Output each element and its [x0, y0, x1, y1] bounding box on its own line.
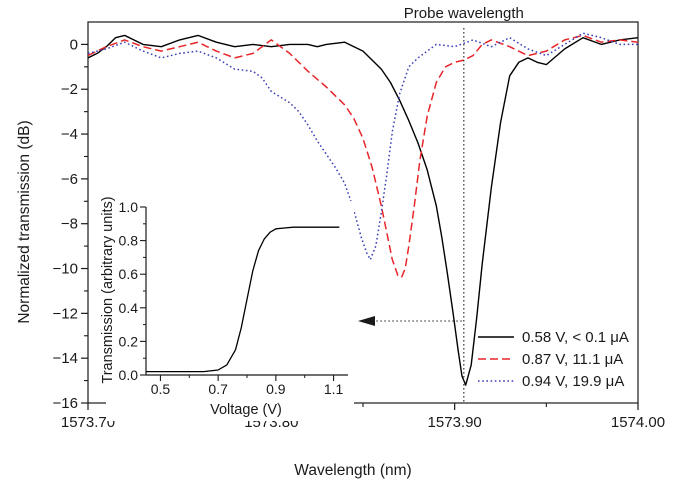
- y-tick-label: −10: [53, 261, 78, 278]
- main-series-lines: [87, 32, 639, 386]
- series-line-1: [87, 34, 639, 386]
- legend-entry-2: 0.87 V, 11.1 μA: [522, 351, 623, 368]
- inset-x-tick-label: 0.9: [266, 381, 286, 397]
- y-tick-label: 0: [70, 36, 78, 53]
- y-tick-label: −12: [53, 305, 78, 322]
- probe-arrow-head: [358, 316, 375, 326]
- inset-y-tick-label: 1.0: [119, 199, 139, 215]
- inset-y-tick-label: 0.8: [119, 233, 139, 249]
- main-axis-ticks: [81, 43, 639, 410]
- inset-y-tick-label: 0.6: [119, 266, 139, 282]
- y-tick-label: −4: [61, 126, 78, 143]
- inset-tick-labels: 0.5 0.7 0.9 1.1 0.0 0.2 0.4 0.6 0.8 1.0: [119, 199, 344, 397]
- y-tick-label: −16: [53, 395, 78, 412]
- y-tick-label: −14: [53, 350, 78, 367]
- inset-plot-frame: [106, 201, 354, 421]
- y-tick-label: −8: [61, 216, 78, 233]
- inset-x-tick-label: 0.7: [208, 381, 228, 397]
- inset-y-tick-label: 0.4: [119, 300, 139, 316]
- inset-x-tick-label: 1.1: [324, 381, 344, 397]
- inset-x-tick-label: 0.5: [151, 381, 171, 397]
- legend-entry-3: 0.94 V, 19.9 μA: [522, 373, 624, 390]
- inset-y-axis-label: Transmission (arbitrary units): [100, 196, 116, 383]
- x-axis-label: Wavelength (nm): [294, 462, 411, 479]
- legend: 0.58 V, < 0.1 μA 0.87 V, 11.1 μA 0.94 V, 1…: [478, 329, 629, 390]
- y-tick-label: −6: [61, 171, 78, 188]
- inset-y-tick-label: 0.0: [119, 367, 139, 383]
- inset-y-tick-label: 0.2: [119, 333, 139, 349]
- inset-series-lines: [146, 226, 340, 373]
- y-axis-label: Normalized transmission (dB): [16, 120, 33, 323]
- inset-background: [106, 201, 354, 421]
- inset-axis-ticks: [140, 206, 335, 381]
- series-line-3: [87, 32, 638, 261]
- inset-series-line-1: [146, 226, 340, 373]
- series-line-2: [87, 34, 639, 279]
- inset-x-axis-label: Voltage (V): [210, 402, 282, 418]
- probe-annotation: Probe wavelength: [358, 5, 524, 403]
- y-tick-label: −2: [61, 81, 78, 98]
- x-tick-label: 1573.90: [428, 414, 482, 431]
- x-tick-label: 1574.00: [611, 414, 665, 431]
- x-tick-label: 1573.70: [61, 414, 115, 431]
- probe-wavelength-label: Probe wavelength: [404, 5, 524, 22]
- legend-entry-1: 0.58 V, < 0.1 μA: [522, 329, 629, 346]
